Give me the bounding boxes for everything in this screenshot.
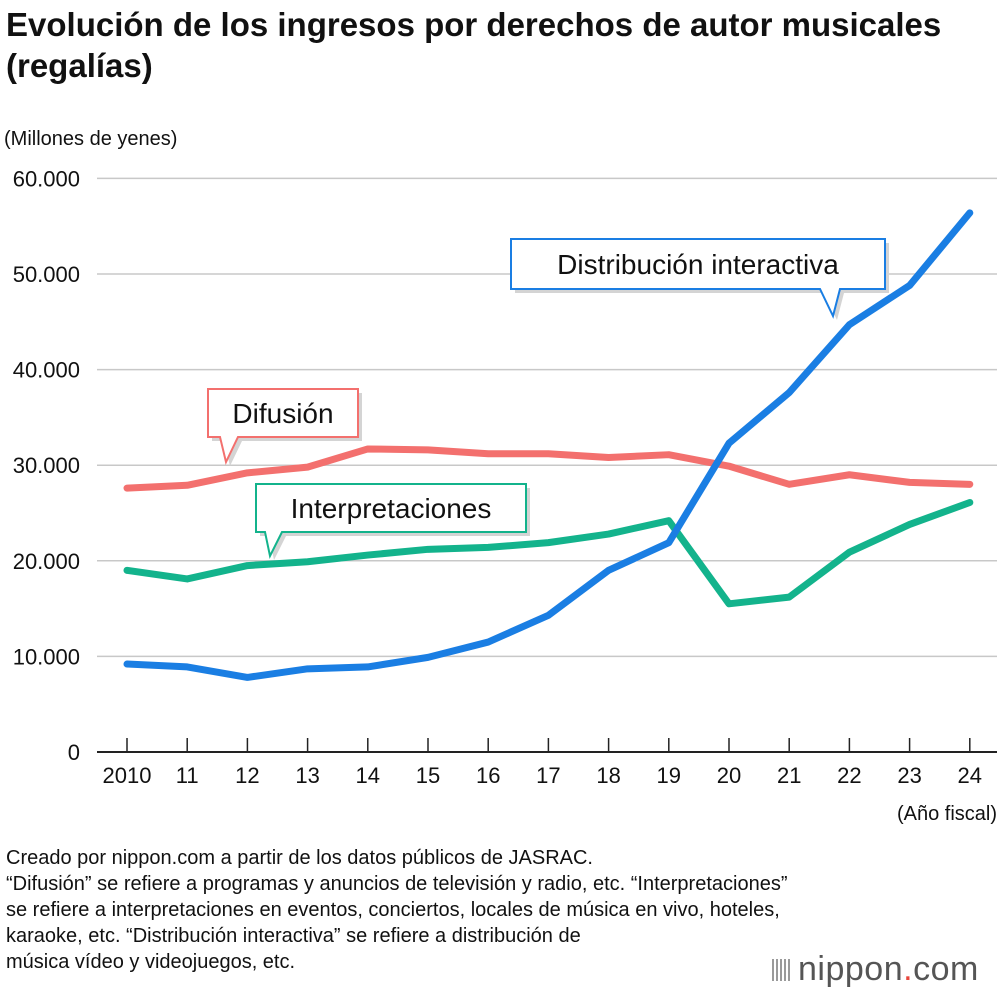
footnote-line: música vídeo y videojuegos, etc.: [6, 951, 296, 973]
series-line-1: [123, 498, 974, 608]
y-axis-label: (Millones de yenes): [4, 128, 177, 150]
callout-box: [510, 238, 886, 319]
x-tick-label: 13: [295, 763, 319, 788]
y-tick-label: 20.000: [13, 549, 80, 574]
series-label: Distribución interactiva: [557, 249, 839, 280]
x-tick-label: 12: [235, 763, 259, 788]
callout-series-2: Distribución interactiva: [510, 238, 889, 320]
callout-series-1: Interpretaciones: [255, 483, 530, 560]
x-tick-label: 15: [416, 763, 440, 788]
series-line-0: [123, 445, 974, 492]
x-tick-label: 19: [657, 763, 681, 788]
logo-dot: .: [903, 950, 914, 988]
x-tick-label: 20: [717, 763, 741, 788]
x-axis-label: (Año fiscal): [897, 803, 997, 825]
line-chart: 0 10.000 20.000 30.000 40.000 50.000 60.000 20…: [4, 128, 997, 825]
y-tick-label: 0: [68, 740, 80, 765]
footnote-line: Creado por nippon.com a partir de los da…: [6, 847, 593, 869]
x-axis-tick-labels: 2010 11 12 13 14 15 16 17 18 19 20 21 22 23 24: [103, 763, 983, 788]
x-tick-label: 2010: [103, 763, 152, 788]
series-lines: [123, 209, 974, 681]
x-tick-label: 23: [897, 763, 921, 788]
y-tick-label: 60.000: [13, 166, 80, 191]
x-tick-label: 17: [536, 763, 560, 788]
gridlines: [97, 177, 997, 753]
series-label: Difusión: [232, 398, 333, 429]
callout-box: [207, 388, 359, 465]
y-tick-label: 10.000: [13, 644, 80, 669]
footnote: Creado por nippon.com a partir de los da…: [6, 845, 996, 975]
series-line-2: [123, 209, 974, 681]
footnote-line: karaoke, etc. “Distribución interactiva”…: [6, 925, 581, 947]
x-tick-label: 16: [476, 763, 500, 788]
x-tick-label: 22: [837, 763, 861, 788]
nippon-logo: nippon. com: [772, 950, 979, 989]
y-tick-label: 40.000: [13, 358, 80, 383]
x-tick-label: 24: [958, 763, 982, 788]
logo-suffix: com: [913, 950, 979, 988]
x-tick-label: 14: [356, 763, 380, 788]
footnote-line: se refiere a interpretaciones en eventos…: [6, 899, 780, 921]
x-tick-label: 18: [596, 763, 620, 788]
callout-box: [255, 483, 527, 560]
y-tick-label: 30.000: [13, 453, 80, 478]
logo-name: nippon: [798, 950, 904, 988]
footnote-line: “Difusión” se refiere a programas y anun…: [6, 873, 788, 895]
logo-bars-icon: [772, 958, 790, 981]
x-tick-label: 21: [777, 763, 801, 788]
chart-title: Evolución de los ingresos por derechos d…: [6, 6, 942, 84]
x-tick-label: 11: [176, 763, 199, 788]
y-tick-label: 50.000: [13, 262, 80, 287]
series-callouts: Difusión Interpretaciones Distribución int…: [207, 238, 889, 560]
y-axis-tick-labels: 0 10.000 20.000 30.000 40.000 50.000 60.000: [13, 166, 80, 765]
series-label: Interpretaciones: [291, 493, 492, 524]
callout-series-0: Difusión: [207, 388, 362, 466]
